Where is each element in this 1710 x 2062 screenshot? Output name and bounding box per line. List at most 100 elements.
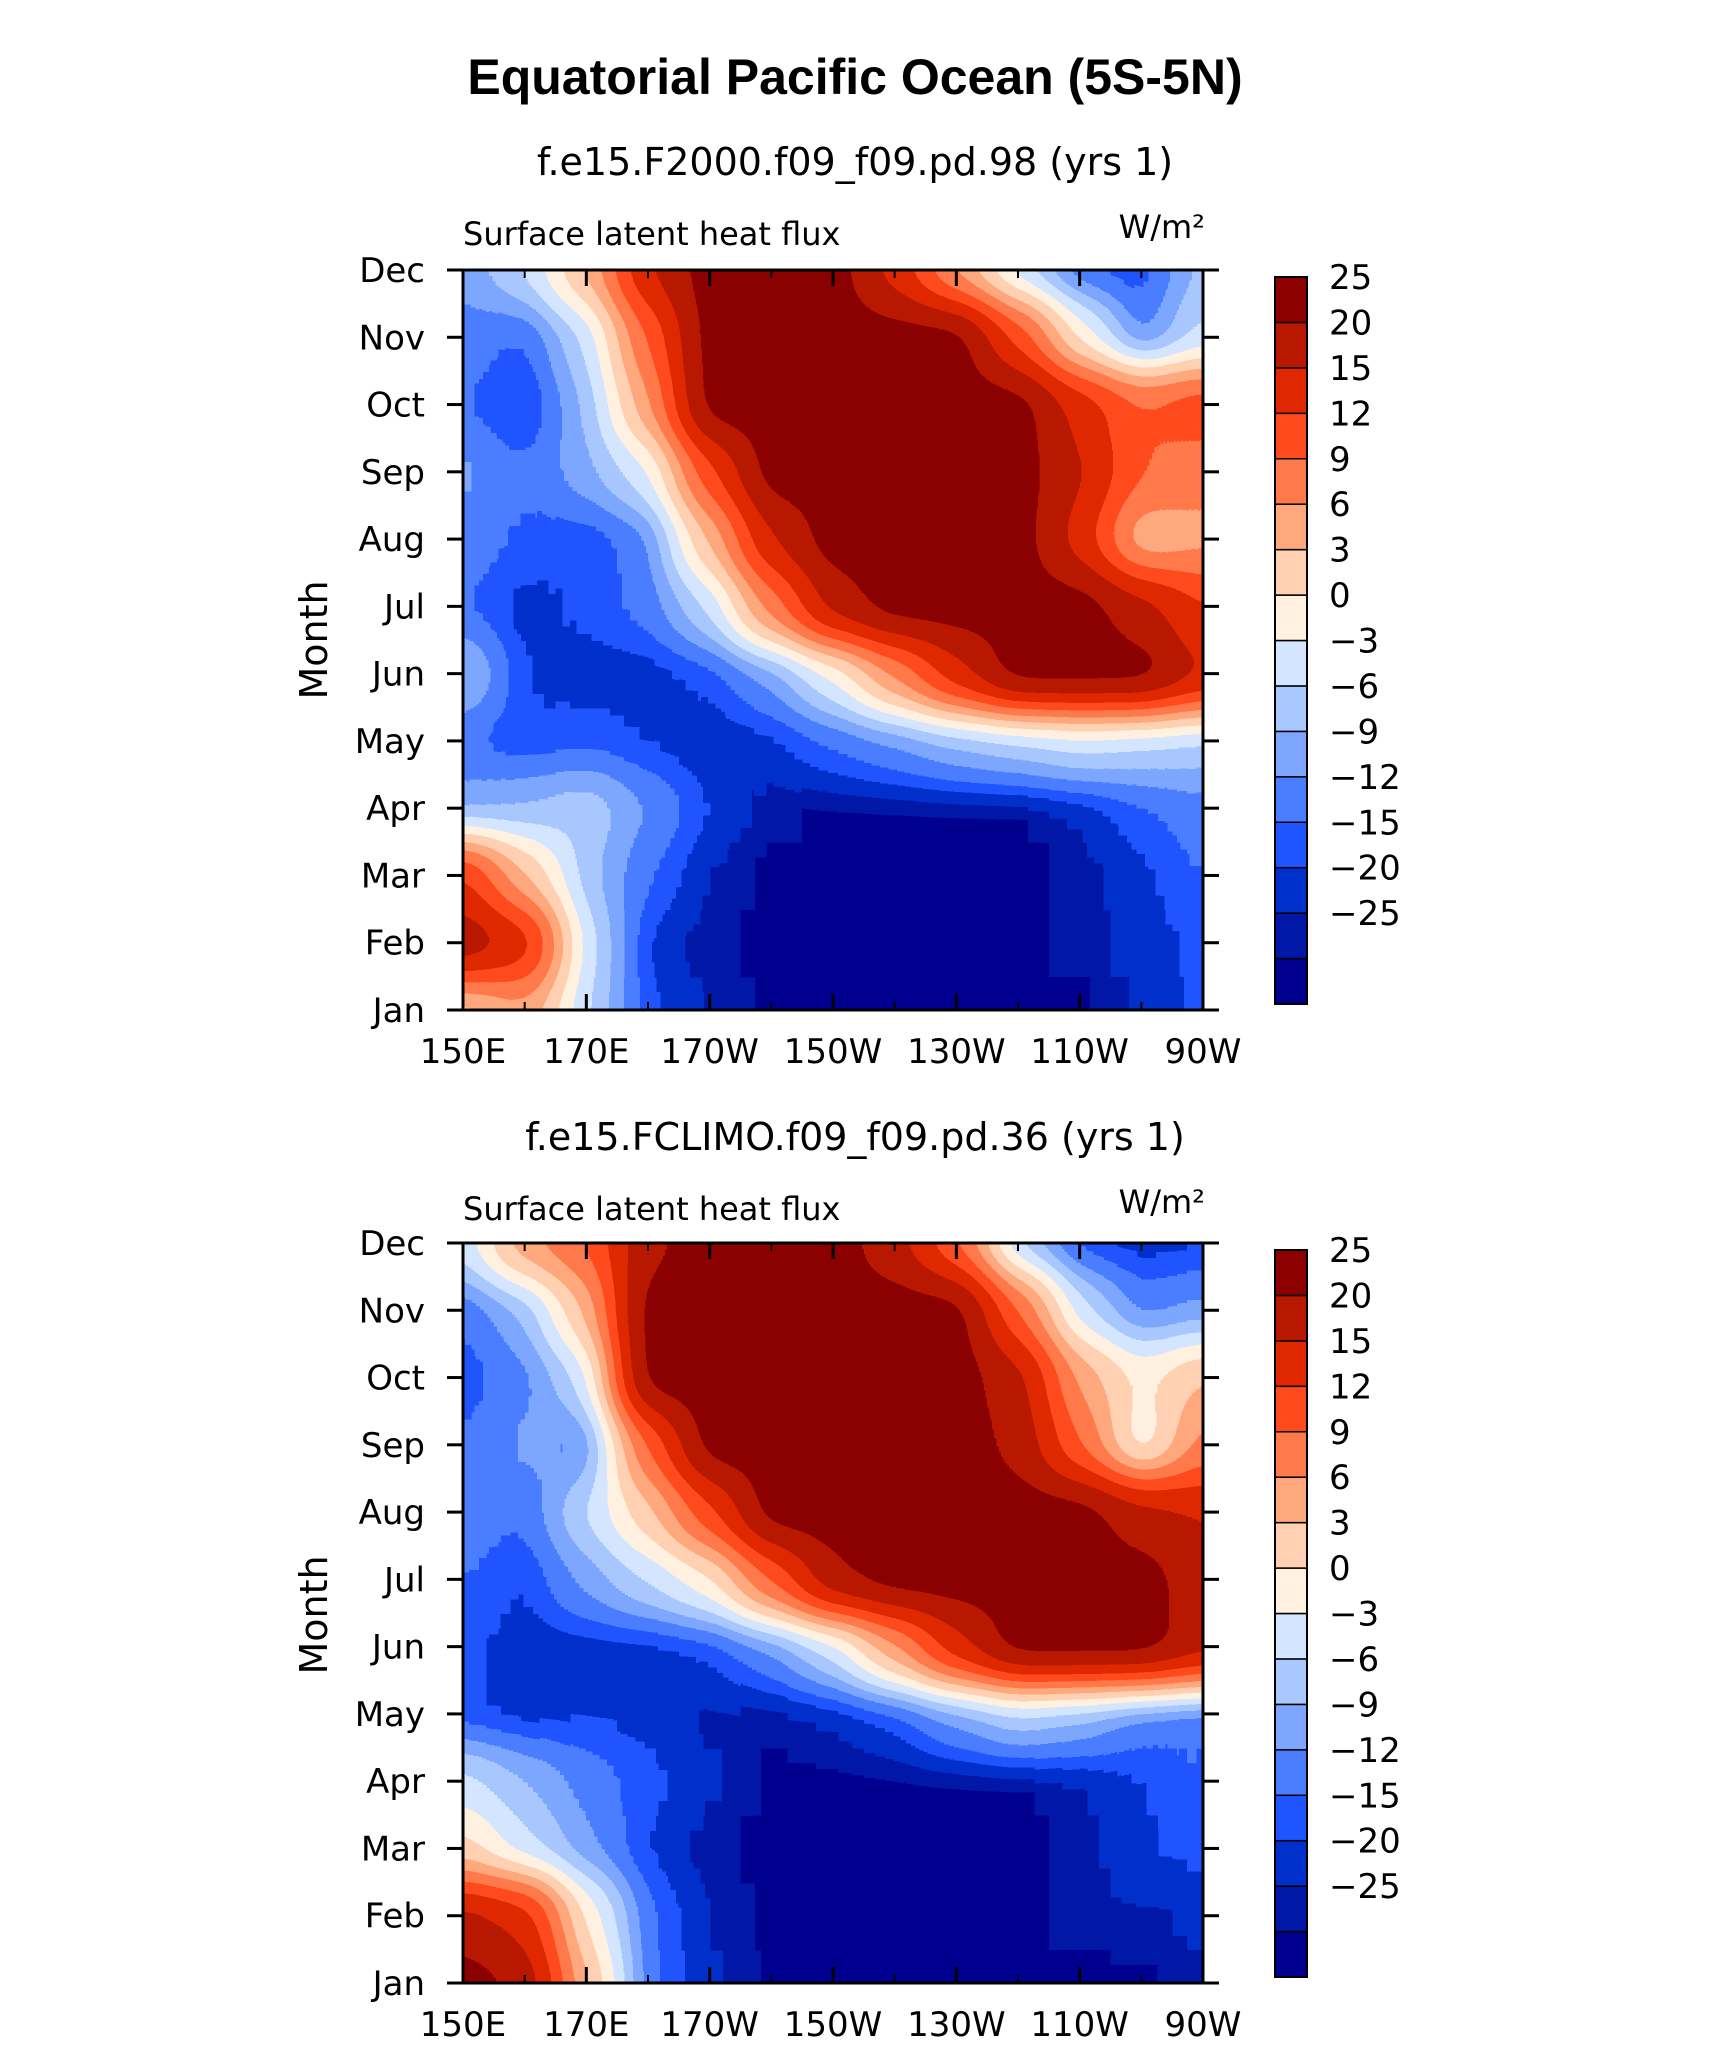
heatmap-cell bbox=[863, 270, 927, 305]
x-tick-label: 150E bbox=[420, 1032, 506, 1072]
heatmap-cell bbox=[1172, 1276, 1203, 1345]
heatmap-cell bbox=[1048, 1343, 1112, 1413]
heatmap-cell bbox=[987, 370, 1050, 440]
heatmap-cell bbox=[987, 1343, 1050, 1413]
heatmap-cell bbox=[925, 1680, 989, 1749]
heatmap-cell bbox=[863, 640, 927, 709]
colorbar-label: 20 bbox=[1329, 303, 1372, 343]
heatmap-cell bbox=[1048, 1747, 1112, 1816]
panel-title: f.e15.F2000.f09_f09.pd.98 (yrs 1) bbox=[537, 140, 1173, 184]
heatmap-cell bbox=[1110, 909, 1174, 978]
heatmap-cell bbox=[1048, 370, 1112, 440]
heatmap-cell bbox=[863, 841, 927, 911]
colorbar-label: 15 bbox=[1329, 1322, 1372, 1362]
colorbar-label: −20 bbox=[1329, 1822, 1401, 1862]
heatmap-cell bbox=[617, 1343, 680, 1413]
heatmap-cell bbox=[493, 303, 557, 372]
colorbar-swatch bbox=[1274, 1294, 1308, 1342]
panel-title: f.e15.FCLIMO.f09_f09.pd.36 (yrs 1) bbox=[525, 1115, 1185, 1159]
colorbar-swatch bbox=[1274, 639, 1308, 687]
y-tick-label: Dec bbox=[359, 251, 425, 291]
heatmap-cell bbox=[987, 1747, 1050, 1816]
heatmap-cell bbox=[1172, 1411, 1203, 1480]
heatmap-cell bbox=[925, 370, 989, 440]
heatmap-cell bbox=[802, 774, 865, 843]
heatmap-cell bbox=[555, 640, 619, 709]
heatmap-cell bbox=[463, 505, 495, 574]
heatmap-cell bbox=[740, 640, 804, 709]
heatmap-cell bbox=[1110, 1411, 1174, 1480]
heatmap-cell bbox=[925, 303, 989, 372]
colorbar-swatch bbox=[1274, 1749, 1308, 1797]
heatmap-cell bbox=[802, 438, 865, 507]
heatmap-cell bbox=[555, 1680, 619, 1749]
colorbar-swatch bbox=[1274, 1249, 1308, 1297]
colorbar-swatch bbox=[1274, 1703, 1308, 1751]
heatmap-cell bbox=[863, 303, 927, 372]
heatmap-cell bbox=[863, 1680, 927, 1749]
y-tick-label: Feb bbox=[365, 924, 425, 964]
colorbar: 25 20 15 12 9 6 3 0 −3 −6 −9 −12 −15 −20 −25 bbox=[1274, 1231, 1401, 1978]
heatmap-cell bbox=[555, 1747, 619, 1816]
heatmap-cell bbox=[740, 909, 804, 978]
heatmap-cell bbox=[1110, 1882, 1174, 1951]
heatmap-cell bbox=[617, 1276, 680, 1345]
heatmap-cell bbox=[678, 1478, 742, 1547]
heatmap-cell bbox=[463, 774, 495, 843]
heatmap-cell bbox=[678, 370, 742, 440]
heatmap-cell bbox=[1110, 370, 1174, 440]
heatmap-cell bbox=[863, 1882, 927, 1951]
heatmap-cell bbox=[555, 1882, 619, 1951]
heatmap-cell bbox=[740, 1613, 804, 1682]
heatmap-cell bbox=[987, 909, 1050, 978]
colorbar-label: 6 bbox=[1329, 1458, 1351, 1498]
y-tick-label: Oct bbox=[366, 1359, 425, 1399]
heatmap-cell bbox=[1110, 505, 1174, 574]
heatmap-cell bbox=[987, 438, 1050, 507]
heatmap-cell bbox=[925, 909, 989, 978]
heatmap-cell bbox=[555, 909, 619, 978]
y-tick-label: Jul bbox=[382, 1560, 425, 1600]
colorbar-label: −15 bbox=[1329, 1776, 1401, 1816]
heatmap-cell bbox=[555, 572, 619, 641]
colorbar-label: 0 bbox=[1329, 1549, 1351, 1589]
heatmap-cell bbox=[802, 505, 865, 574]
heatmap-cell bbox=[1048, 841, 1112, 911]
y-tick-label: Sep bbox=[361, 453, 425, 493]
heatmap-cell bbox=[493, 438, 557, 507]
x-tick-label: 170W bbox=[660, 2005, 759, 2045]
heatmap-cell bbox=[1110, 1747, 1174, 1816]
colorbar-swatch bbox=[1274, 321, 1308, 369]
heatmap-cell bbox=[863, 1343, 927, 1413]
heatmap-cell bbox=[1110, 1276, 1174, 1345]
heatmap-cell bbox=[987, 303, 1050, 372]
heatmap-cell bbox=[463, 976, 495, 1010]
heatmap-cell bbox=[1172, 1343, 1203, 1413]
heatmap-cell bbox=[925, 1545, 989, 1614]
axis-ticks: 150E 170E 170W 150W 130W 110W 90W Jan Feb Mar Apr M… bbox=[355, 1224, 1242, 2045]
colorbar-label: 9 bbox=[1329, 440, 1351, 480]
y-tick-label: May bbox=[355, 1695, 425, 1735]
heatmap-cell bbox=[463, 1343, 495, 1413]
x-tick-label: 170E bbox=[543, 2005, 629, 2045]
heatmap-cell bbox=[740, 1680, 804, 1749]
heatmap-cell bbox=[987, 1243, 1050, 1278]
heatmap-cell bbox=[493, 370, 557, 440]
heatmap-cell bbox=[863, 370, 927, 440]
heatmap-cell bbox=[1172, 1478, 1203, 1547]
heatmap-cell bbox=[617, 909, 680, 978]
y-tick-label: Aug bbox=[359, 1493, 425, 1533]
heatmap-cell bbox=[802, 1613, 865, 1682]
heatmap-cell bbox=[802, 1343, 865, 1413]
colorbar-label: −25 bbox=[1329, 1867, 1401, 1907]
heatmap-cell bbox=[678, 1882, 742, 1951]
colorbar-label: 25 bbox=[1329, 1231, 1372, 1271]
heatmap-cell bbox=[1048, 707, 1112, 776]
heatmap-cell bbox=[678, 640, 742, 709]
heatmap-cell bbox=[617, 707, 680, 776]
heatmap-cell bbox=[1172, 841, 1203, 911]
heatmap-cell bbox=[463, 1814, 495, 1884]
y-axis-label: Month bbox=[292, 580, 336, 699]
heatmap-cell bbox=[863, 1545, 927, 1614]
heatmap-cell bbox=[1110, 303, 1174, 372]
